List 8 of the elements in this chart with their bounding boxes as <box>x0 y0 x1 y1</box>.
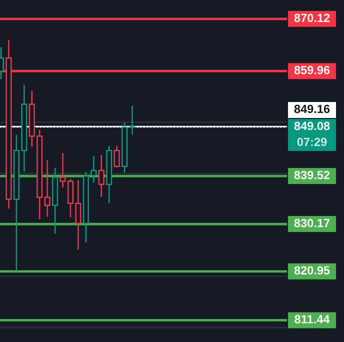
ref-line-label: 839.52 <box>294 170 330 180</box>
ref-line-label: 849.16 <box>294 104 330 114</box>
ref-line-label: 849.08 07:29 <box>294 122 330 146</box>
ref-line-label: 820.95 <box>294 266 330 275</box>
ref-line-label: 811.44 <box>294 315 330 324</box>
ref-line-label: 870.12 <box>294 14 330 22</box>
ref-line-label: 859.96 <box>294 66 330 74</box>
ref-line-label: 830.17 <box>294 218 330 228</box>
